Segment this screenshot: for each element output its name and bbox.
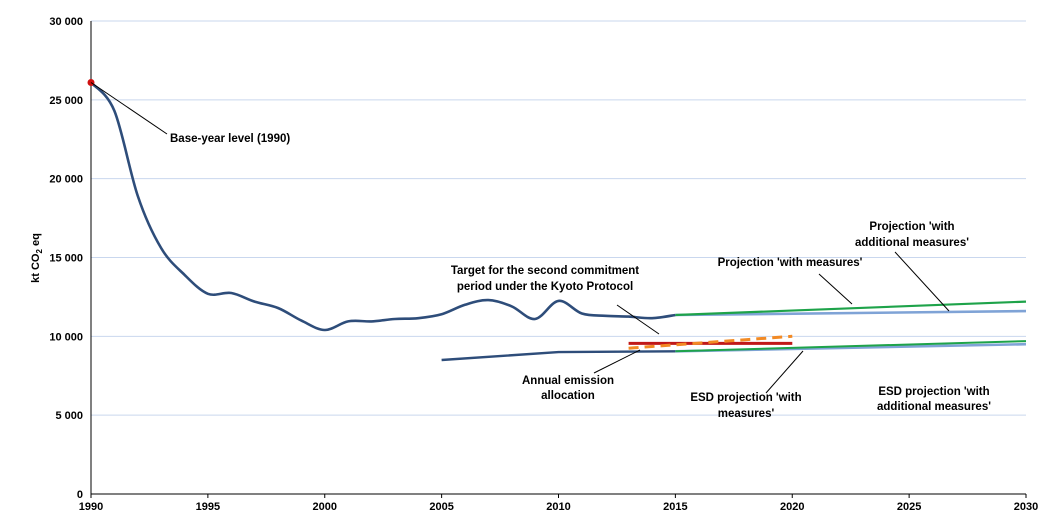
series-annual-emission-allocation — [628, 334, 793, 350]
annotation-esd-wam-line1: ESD projection 'with — [878, 386, 989, 398]
leader-lines — [90, 82, 950, 394]
x-tick-label: 2010 — [546, 501, 570, 513]
leader-projection-wam — [894, 251, 950, 312]
y-axis-label: kt CO2 eq — [30, 233, 44, 283]
y-tick-label: 10 000 — [49, 331, 83, 343]
annotation-kyoto-target-line1: Target for the second commitment — [451, 265, 639, 277]
y-tick-label: 30 000 — [49, 16, 83, 28]
y-axis-label-main: kt CO — [30, 253, 42, 283]
y-axis-label-subscript: 2 — [35, 249, 44, 254]
annotation-base-year: Base-year level (1990) — [170, 133, 290, 145]
x-tick-label: 2025 — [897, 501, 921, 513]
annotation-kyoto-target-line2: period under the Kyoto Protocol — [457, 281, 633, 293]
leader-esd-wm — [765, 350, 804, 394]
y-tick-label: 15 000 — [49, 253, 83, 265]
y-tick-label: 0 — [77, 489, 83, 501]
annotation-projection-wm: Projection 'with measures' — [718, 257, 863, 269]
x-tick-label: 1995 — [196, 501, 220, 513]
leader-base-year — [90, 82, 168, 135]
annotation-esd-wm-line1: ESD projection 'with — [690, 392, 801, 404]
series-esd-projection-with-additional-measures — [675, 340, 1027, 353]
tick-labels: 0 5 000 10 000 15 000 20 000 25 000 30 000 1990… — [49, 16, 1038, 513]
series-projection-with-additional-measures — [675, 300, 1027, 317]
x-tick-label: 2020 — [780, 501, 804, 513]
annotations: Base-year level (1990) Target for the se… — [170, 133, 991, 420]
series-esd-historic — [441, 350, 676, 362]
series — [87, 78, 1027, 362]
x-tick-label: 2015 — [663, 501, 687, 513]
leader-kyoto-target — [616, 304, 660, 335]
y-tick-label: 5 000 — [55, 410, 83, 422]
annotation-allocation-line2: allocation — [541, 390, 595, 402]
gridlines — [91, 20, 1026, 416]
leader-allocation — [593, 349, 641, 374]
y-axis-label-unit: eq — [30, 233, 42, 249]
y-tick-label: 25 000 — [49, 95, 83, 107]
y-tick-label: 20 000 — [49, 174, 83, 186]
annotation-esd-wam-line2: additional measures' — [877, 401, 991, 413]
annotation-projection-wam-line2: additional measures' — [855, 237, 969, 249]
annotation-esd-wm-line2: measures' — [718, 408, 775, 420]
x-tick-label: 2000 — [313, 501, 337, 513]
axes — [90, 21, 1027, 498]
series-projection-with-measures — [675, 309, 1027, 317]
annotation-projection-wam-line1: Projection 'with — [869, 221, 954, 233]
x-tick-label: 1990 — [79, 501, 103, 513]
series-historic-emissions — [90, 81, 676, 332]
x-tick-label: 2005 — [429, 501, 453, 513]
x-tick-label: 2030 — [1014, 501, 1038, 513]
leader-projection-wm — [818, 273, 853, 305]
annotation-allocation-line1: Annual emission — [522, 375, 614, 387]
